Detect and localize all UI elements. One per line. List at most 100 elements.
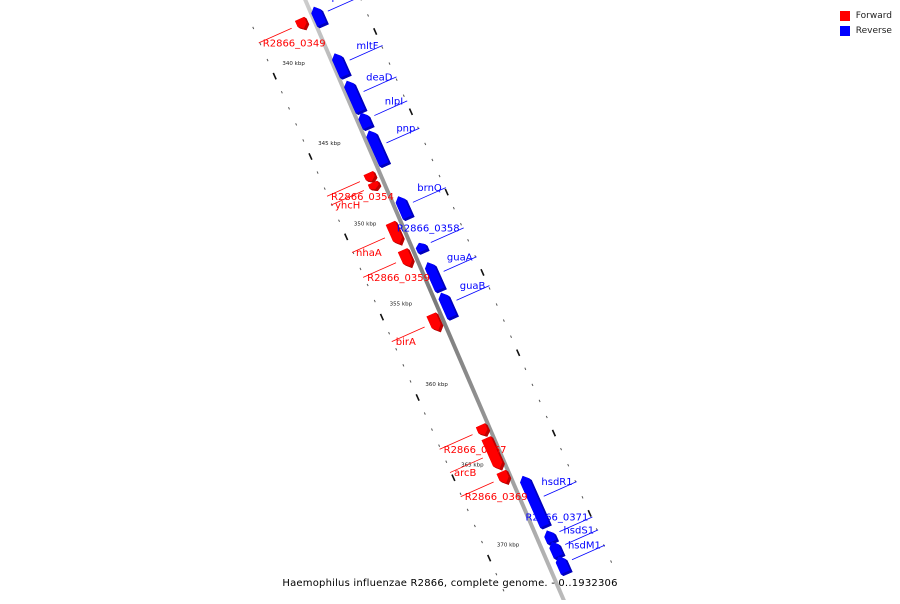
tick-mark — [416, 394, 419, 400]
tick-mark — [474, 525, 475, 527]
tick-mark — [439, 175, 440, 177]
gene-r2866-0358[interactable] — [416, 243, 430, 255]
gene-layer — [295, 7, 573, 576]
tick-mark — [424, 412, 425, 414]
gene-label-r2866-0349[interactable]: R2866_0349 — [263, 38, 326, 49]
forward-swatch-icon — [840, 11, 850, 21]
tick-mark — [488, 555, 491, 561]
tick-mark — [273, 73, 276, 79]
tick-mark — [460, 223, 461, 225]
tick-mark — [588, 510, 591, 516]
tick-mark — [389, 332, 390, 334]
map-caption: Haemophilus influenzae R2866, complete g… — [0, 578, 900, 589]
tick-mark — [468, 239, 469, 241]
tick-mark — [432, 159, 433, 161]
tick-mark — [489, 287, 490, 289]
tick-label-350: 350 kbp — [354, 221, 377, 227]
tick-mark — [317, 171, 318, 173]
tick-mark — [517, 350, 520, 356]
tick-mark — [381, 314, 384, 320]
tick-mark — [460, 493, 461, 495]
tick-mark — [303, 139, 304, 141]
legend-reverse-label: Reverse — [856, 26, 892, 36]
tick-mark — [289, 107, 290, 109]
gene-label-nhaa[interactable]: nhaA — [356, 248, 382, 259]
gene-label-r2866-0371[interactable]: R2866_0371 — [525, 512, 588, 523]
tick-mark — [467, 509, 468, 511]
gene-r2866-0354[interactable] — [364, 171, 378, 183]
tick-mark — [482, 541, 483, 543]
gene-label-arcb[interactable]: arcB — [454, 468, 477, 479]
reverse-swatch-icon — [840, 26, 850, 36]
tick-mark — [360, 268, 361, 270]
gene-label-dead[interactable]: deaD — [366, 72, 393, 83]
gene-label-r2866-0369[interactable]: R2866_0369 — [465, 492, 528, 503]
gene-label-yhch[interactable]: yhcH — [335, 201, 360, 212]
gene-r2866-0349[interactable] — [295, 17, 309, 30]
gene-hsdm1[interactable] — [556, 556, 573, 576]
tick-mark — [374, 28, 377, 34]
gene-label-hsdm1[interactable]: hsdM1 — [568, 541, 601, 552]
tick-mark — [309, 153, 312, 159]
gene-yhch[interactable] — [368, 181, 381, 191]
gene-label-brnq[interactable]: brnQ — [417, 183, 442, 194]
strand-legend: Forward Reverse — [840, 8, 892, 38]
tick-mark — [561, 448, 562, 450]
tick-mark — [439, 445, 440, 447]
tick-mark — [281, 91, 282, 93]
tick-mark — [253, 27, 254, 29]
gene-label-hsdr1[interactable]: hsdR1 — [541, 477, 572, 488]
gene-label-hsds1[interactable]: hsdS1 — [563, 525, 594, 536]
tick-mark — [389, 62, 390, 64]
legend-forward-label: Forward — [856, 11, 892, 21]
tick-mark — [453, 207, 454, 209]
tick-mark — [481, 269, 484, 275]
legend-item-forward: Forward — [840, 8, 892, 23]
tick-label-355: 355 kbp — [390, 302, 413, 308]
tick-mark — [396, 348, 397, 350]
gene-label-pnp[interactable]: pnp — [396, 124, 415, 135]
tick-mark — [425, 143, 426, 145]
tick-mark — [446, 461, 447, 463]
tick-mark — [260, 43, 261, 45]
tick-mark — [503, 320, 504, 322]
tick-mark — [396, 79, 397, 81]
tick-mark — [382, 46, 383, 48]
tick-mark — [367, 284, 368, 286]
gene-label-guab[interactable]: guaB — [460, 281, 486, 292]
tick-mark — [339, 220, 340, 222]
tick-mark — [267, 59, 268, 61]
gene-label-mltf[interactable]: mltF — [356, 41, 378, 52]
tick-mark — [532, 384, 533, 386]
tick-label-360: 360 kbp — [425, 382, 448, 388]
tick-mark — [403, 95, 404, 97]
tick-mark — [496, 303, 497, 305]
tick-mark — [410, 380, 411, 382]
tick-mark — [431, 428, 432, 430]
tick-mark — [568, 464, 569, 466]
gene-label-r2866-0358[interactable]: R2866_0358 — [397, 223, 460, 234]
gene-label-r2866-0359[interactable]: R2866_0359 — [367, 273, 430, 284]
tick-mark — [324, 188, 325, 190]
gene-label-r2866-0367[interactable]: R2866_0367 — [444, 445, 507, 456]
tick-label-370: 370 kbp — [497, 543, 520, 549]
tick-mark — [445, 189, 448, 195]
gene-label-perm[interactable]: perM — [331, 0, 356, 3]
gene-label-guaa[interactable]: guaA — [447, 252, 473, 263]
tick-label-340: 340 kbp — [282, 61, 305, 67]
tick-mark — [503, 589, 504, 591]
tick-mark — [403, 364, 404, 366]
tick-mark — [546, 416, 547, 418]
tick-mark — [296, 123, 297, 125]
tick-mark — [552, 430, 555, 436]
tick-mark — [374, 300, 375, 302]
gene-hsds1[interactable] — [549, 542, 565, 560]
tick-mark — [368, 14, 369, 16]
gene-label-nlpi[interactable]: nlpI — [385, 96, 403, 107]
gene-mltf[interactable] — [332, 53, 352, 79]
gene-label-bira[interactable]: birA — [396, 337, 416, 348]
tick-mark — [611, 560, 612, 562]
